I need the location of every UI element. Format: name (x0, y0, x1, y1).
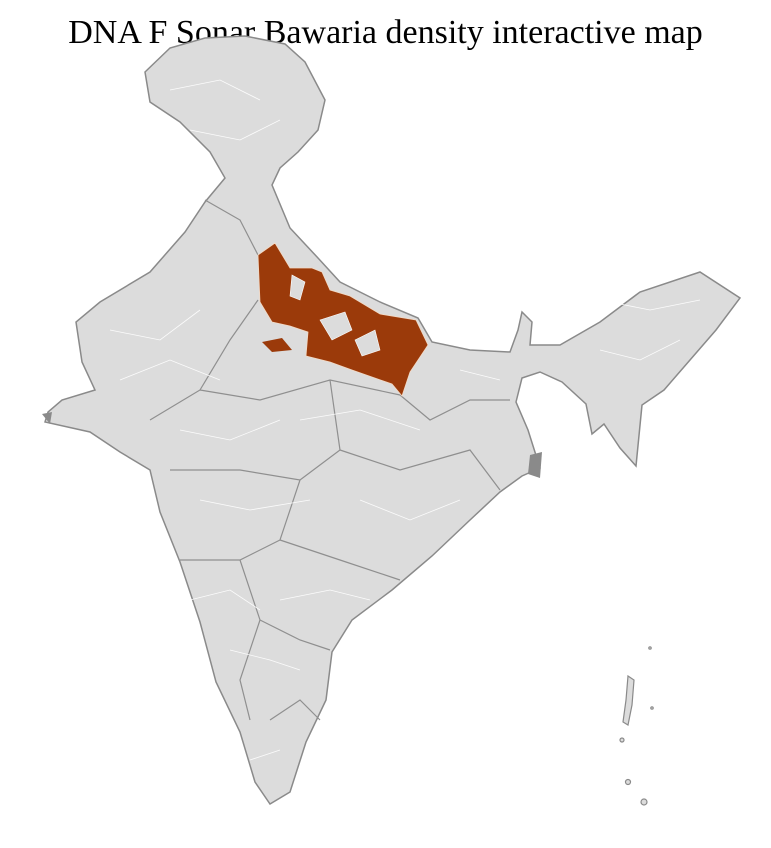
district-borders (109, 79, 701, 761)
west-wedge (42, 412, 52, 424)
internal-borders (149, 199, 510, 721)
map-title: DNA F Sonar Bawaria density interactive … (68, 14, 703, 51)
unhighlighted-gap (289, 274, 381, 357)
mainland[interactable] (44, 35, 742, 806)
highlighted-fragment[interactable] (262, 338, 292, 352)
country-shape (42, 35, 742, 806)
east-wedge (528, 452, 542, 478)
andaman-islands (619, 646, 654, 806)
